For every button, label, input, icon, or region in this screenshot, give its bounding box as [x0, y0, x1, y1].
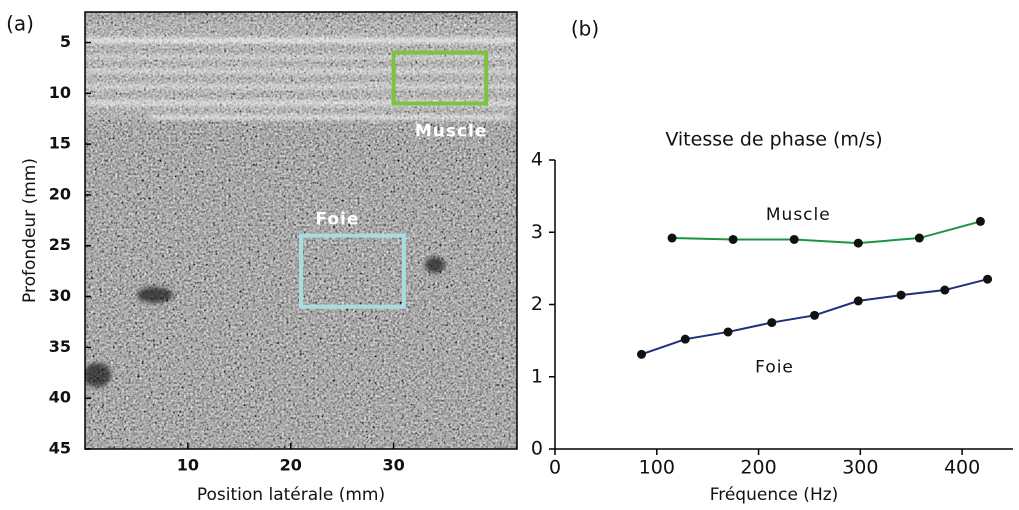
x-tick-label: 200: [740, 457, 776, 479]
y-tick-label: 3: [531, 221, 543, 243]
panel-label: (a): [6, 12, 34, 36]
data-point: [914, 233, 924, 243]
x-tick-label: 300: [842, 457, 878, 479]
data-point: [789, 234, 799, 244]
x-axis-title: Fréquence (Hz): [710, 485, 839, 505]
region-box: [299, 233, 406, 309]
x-tick-label: 10: [177, 456, 199, 475]
x-tick-label: 400: [944, 457, 980, 479]
x-tick-label: 100: [639, 457, 675, 479]
y-tick-label: 25: [49, 235, 71, 254]
series-label: Foie: [755, 357, 794, 377]
data-point: [723, 327, 733, 337]
y-tick-label: 20: [49, 184, 71, 203]
y-tick-label: 15: [49, 134, 71, 153]
data-point: [853, 296, 863, 306]
y-tick-label: 0: [531, 438, 543, 460]
data-point: [853, 238, 863, 248]
data-point: [975, 216, 985, 226]
region-label: Muscle: [415, 121, 488, 141]
y-tick-label: 1: [531, 365, 543, 387]
y-tick-label: 10: [49, 83, 71, 102]
data-point: [637, 349, 647, 359]
series-label: Muscle: [766, 205, 831, 225]
region-label: Foie: [315, 210, 359, 230]
x-axis-title: Position latérale (mm): [197, 485, 385, 505]
chart-title: Vitesse de phase (m/s): [665, 129, 882, 151]
x-tick-label: 20: [280, 456, 302, 475]
y-tick-label: 30: [49, 286, 71, 305]
region-box: [391, 50, 489, 106]
data-point: [680, 334, 690, 344]
data-point: [810, 310, 820, 320]
y-tick-label: 35: [49, 337, 71, 356]
ultrasound-image: [85, 12, 517, 449]
x-tick-label: 30: [382, 456, 404, 475]
panel-label: (b): [571, 17, 599, 41]
data-point: [667, 233, 677, 243]
data-point: [940, 285, 950, 295]
data-point: [728, 234, 738, 244]
data-point: [983, 274, 993, 284]
x-tick-label: 0: [549, 457, 561, 479]
y-tick-label: 2: [531, 293, 543, 315]
y-tick-label: 4: [531, 149, 543, 171]
y-axis-title: Profondeur (mm): [20, 158, 40, 303]
data-point: [767, 318, 777, 328]
y-tick-label: 5: [60, 32, 71, 51]
data-point: [896, 290, 906, 300]
image-frame: [84, 11, 518, 450]
y-tick-label: 40: [49, 388, 71, 407]
series-line: [672, 220, 981, 245]
y-tick-label: 45: [49, 439, 71, 458]
